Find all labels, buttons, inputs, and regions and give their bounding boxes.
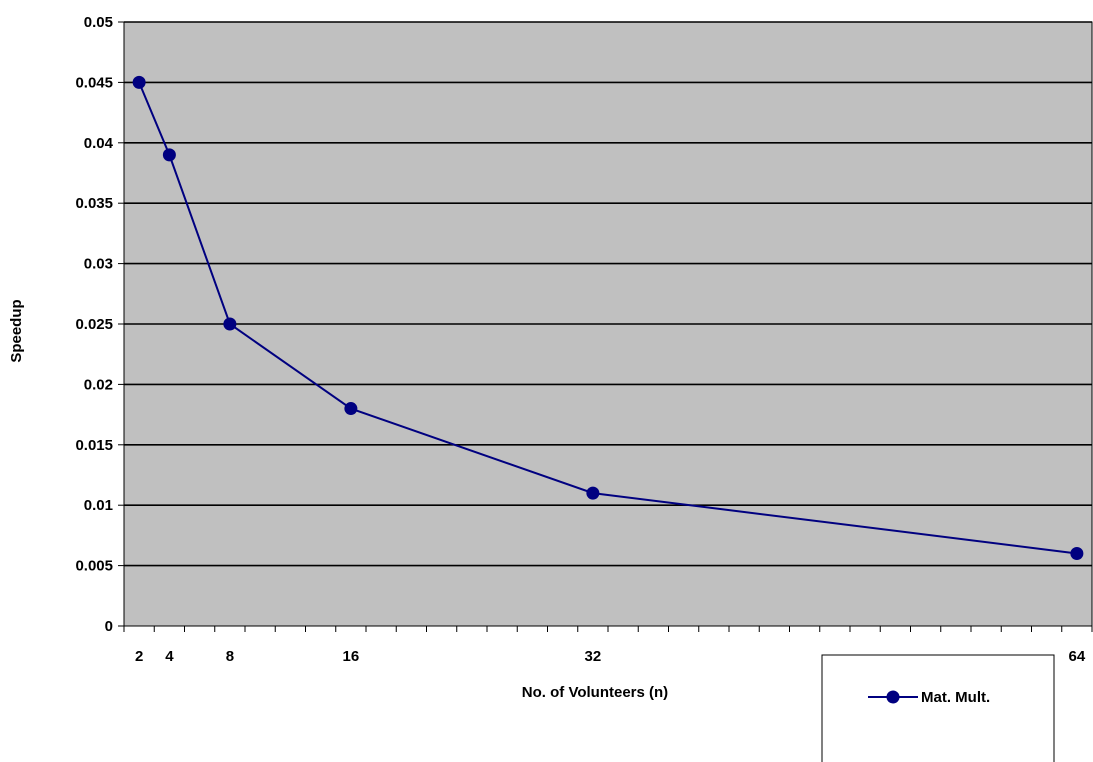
y-tick-label: 0 xyxy=(105,618,113,635)
x-tick-label: 64 xyxy=(1069,648,1086,665)
x-tick-label: 16 xyxy=(343,648,360,665)
x-axis: 2 4 8 16 32 64 xyxy=(123,626,1093,665)
legend-box xyxy=(821,654,1055,762)
series-line xyxy=(138,82,1078,555)
y-tick-label: 0.015 xyxy=(75,437,113,454)
legend-marker-swatch xyxy=(886,690,900,704)
y-tick-label: 0.025 xyxy=(75,316,113,333)
legend-label: Mat. Mult. xyxy=(921,689,990,706)
data-point xyxy=(1070,547,1084,561)
x-tick-label: 8 xyxy=(226,648,234,665)
data-point xyxy=(162,148,176,162)
legend: Mat. Mult. xyxy=(821,654,1055,762)
y-axis: 0 0.005 0.01 0.015 0.02 0.025 0.03 0.035 0.04 0.0… xyxy=(75,14,124,635)
y-tick-label: 0.02 xyxy=(84,376,113,393)
y-axis-title: Speedup xyxy=(8,299,25,362)
series-layer xyxy=(132,75,1084,561)
y-tick-label: 0.005 xyxy=(75,558,113,575)
data-point xyxy=(132,75,146,89)
data-point xyxy=(344,402,358,416)
x-tick-label: 32 xyxy=(585,648,602,665)
y-tick-label: 0.045 xyxy=(75,74,113,91)
y-tick-label: 0.01 xyxy=(84,497,113,514)
y-tick-label: 0.04 xyxy=(84,135,114,152)
x-axis-title: No. of Volunteers (n) xyxy=(522,684,668,701)
x-tick-label: 4 xyxy=(165,648,174,665)
data-point xyxy=(586,486,600,500)
y-tick-label: 0.05 xyxy=(84,14,113,31)
y-tick-label: 0.03 xyxy=(84,256,113,273)
y-tick-label: 0.035 xyxy=(75,195,113,212)
gridlines xyxy=(124,21,1092,567)
x-tick-label: 2 xyxy=(135,648,143,665)
data-point xyxy=(223,317,237,331)
